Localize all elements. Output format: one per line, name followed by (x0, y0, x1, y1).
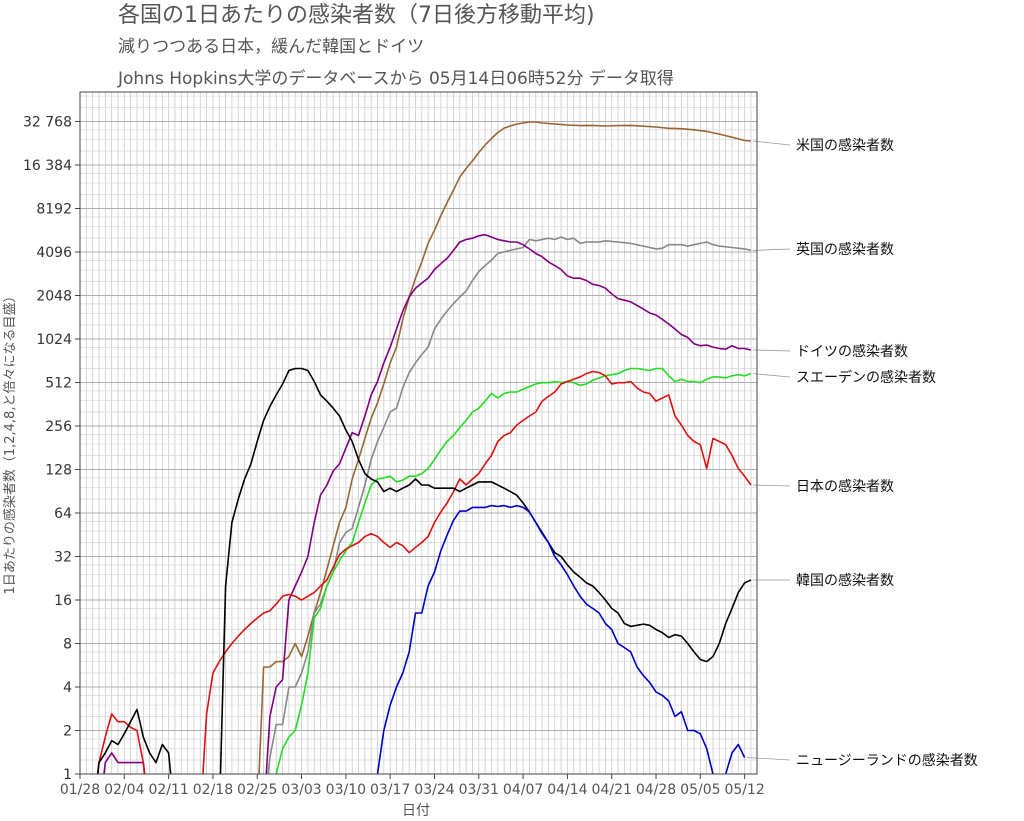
x-tick-label: 02/18 (193, 782, 233, 798)
x-tick-label: 01/28 (60, 782, 100, 798)
y-tick-label: 128 (45, 463, 72, 479)
chart-source: Johns Hopkins大学のデータベースから 05月14日06時52分 デー… (117, 68, 674, 89)
y-tick-label: 64 (54, 506, 72, 522)
x-tick-label: 02/04 (104, 782, 144, 798)
chart-subtitle: 減りつつある日本，緩んだ韓国とドイツ (118, 37, 424, 57)
legend-leader (752, 373, 791, 378)
y-tick-label: 1 (63, 767, 72, 783)
series-line (275, 367, 752, 774)
legend-label: 英国の感染者数 (796, 241, 894, 258)
y-tick-label: 4 (63, 680, 72, 696)
legend-leader (746, 757, 791, 761)
y-tick-label: 16 (54, 593, 72, 609)
legend-leader (752, 140, 791, 146)
y-tick-label: 256 (45, 419, 72, 435)
chart-title: 各国の1日あたりの感染者数（7日後方移動平均) (118, 3, 595, 28)
x-tick-label: 04/21 (592, 782, 632, 798)
legend-leader (752, 484, 791, 487)
x-tick-label: 05/05 (680, 782, 720, 798)
x-tick-label: 02/25 (237, 782, 277, 798)
legend-label: 韓国の感染者数 (796, 572, 894, 589)
legend-label: ドイツの感染者数 (796, 343, 908, 360)
x-tick-label: 04/28 (636, 782, 676, 798)
x-tick-label: 04/07 (503, 782, 543, 798)
x-tick-label: 05/12 (724, 782, 764, 798)
legend-label: 米国の感染者数 (796, 137, 894, 154)
legend: 米国の感染者数英国の感染者数ドイツの感染者数スエーデンの感染者数日本の感染者数韓… (746, 137, 978, 769)
y-ticks: 1 2 4 8 16 32 64 128 256 512 1024 2048 4096 8192 16 38… (23, 115, 80, 783)
series-line (103, 233, 752, 774)
plot-frame (79, 91, 758, 775)
y-axis-label: 1日あたりの感染者数（1,2,4,8,と倍々になる目盛） (2, 290, 18, 595)
y-tick-label: 8 (63, 637, 72, 653)
y-tick-label: 4096 (36, 245, 72, 261)
y-tick-label: 2 (63, 724, 72, 740)
y-tick-label: 2048 (36, 289, 72, 305)
legend-leader (752, 248, 791, 251)
legend-leader (752, 349, 791, 352)
legend-label: スエーデンの感染者数 (796, 369, 936, 386)
x-tick-label: 04/14 (547, 782, 587, 798)
x-tick-label: 03/24 (414, 782, 454, 798)
y-tick-label: 8192 (36, 202, 72, 218)
x-tick-label: 02/11 (148, 782, 188, 798)
y-tick-label: 32 (54, 550, 72, 566)
y-tick-label: 32 768 (23, 115, 72, 131)
series-line (96, 370, 752, 774)
series-line (267, 236, 752, 774)
x-ticks: 01/28 02/04 02/11 02/18 02/25 03/03 03/10 03/17… (60, 774, 765, 798)
series-line (96, 367, 752, 774)
legend-label: ニュージーランドの感染者数 (796, 752, 978, 769)
x-tick-label: 03/17 (370, 782, 410, 798)
series-line (376, 504, 746, 774)
x-axis-label: 日付 (402, 803, 430, 819)
legend-label: 日本の感染者数 (796, 478, 894, 495)
series-lines (96, 121, 752, 774)
y-tick-label: 512 (45, 376, 72, 392)
x-tick-label: 03/03 (281, 782, 321, 798)
y-tick-label: 16 384 (23, 158, 72, 174)
y-tick-label: 1024 (36, 332, 72, 348)
grid (79, 92, 757, 775)
x-tick-label: 03/10 (326, 782, 366, 798)
x-tick-label: 03/31 (459, 782, 499, 798)
